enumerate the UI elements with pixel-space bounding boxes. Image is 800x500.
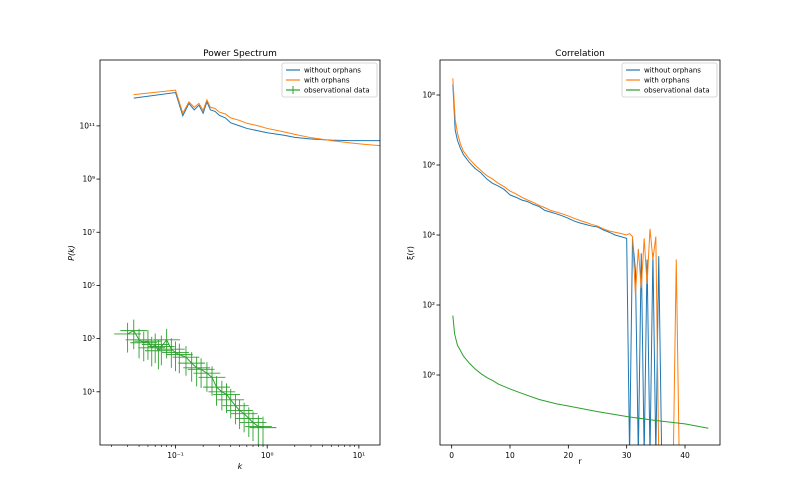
chart-title: Power Spectrum: [203, 49, 277, 59]
y-axis-label: ξ(r): [406, 246, 415, 260]
x-tick-label: 10⁰: [261, 451, 274, 460]
y-tick-label: 10²: [422, 301, 435, 310]
series-1: [133, 89, 380, 147]
series-line: [452, 84, 663, 445]
series-0: [133, 91, 380, 142]
series-1: [452, 78, 680, 445]
x-tick-label: 10: [505, 451, 515, 460]
power-spectrum-chart: Power Spectrum k P(k) 10⁻¹ 10⁰ 10¹ 10¹ 10³ 10…: [67, 49, 381, 471]
y-tick-label: 10⁷: [82, 228, 95, 237]
chart-title: Correlation: [555, 49, 605, 59]
plot-area: [114, 89, 380, 445]
series-line: [452, 315, 709, 429]
y-tick-label: 10¹: [82, 387, 95, 396]
y-tick-label: 10⁴: [422, 231, 435, 240]
legend-label: observational data: [304, 87, 370, 95]
series-line: [133, 91, 380, 142]
legend-label: with orphans: [304, 77, 350, 85]
axes-frame: [439, 59, 721, 446]
y-tick-label: 10⁹: [82, 175, 95, 184]
x-tick-label: 30: [622, 451, 632, 460]
series-line: [452, 78, 680, 445]
series-2: [114, 319, 277, 445]
y-tick-label: 10⁰: [422, 371, 435, 380]
series-line: [127, 329, 264, 429]
y-tick-label: 10⁸: [422, 91, 435, 100]
series-line: [133, 89, 380, 147]
legend-label: without orphans: [304, 67, 361, 75]
x-axis-label: k: [238, 462, 243, 471]
x-tick-label: 0: [449, 451, 454, 460]
plot-area: [452, 78, 709, 445]
legend-frame: [621, 62, 718, 98]
x-axis-label: r: [578, 457, 582, 466]
x-tick-label: 10¹: [353, 451, 366, 460]
y-tick-label: 10⁶: [422, 161, 435, 170]
series-0: [452, 84, 663, 445]
legend: without orphans with orphans observational…: [281, 62, 378, 98]
x-tick-label: 40: [680, 451, 690, 460]
legend: without orphans with orphans observational…: [621, 62, 718, 98]
y-tick-label: 10¹¹: [79, 121, 95, 130]
legend-label: without orphans: [644, 67, 701, 75]
x-tick-label: 20: [564, 451, 574, 460]
y-axis-label: P(k): [67, 245, 76, 261]
legend-label: observational data: [644, 87, 710, 95]
y-tick-label: 10⁵: [82, 281, 95, 290]
y-tick-label: 10³: [82, 334, 95, 343]
series-2: [452, 315, 709, 429]
legend-frame: [281, 62, 378, 98]
legend-label: with orphans: [644, 77, 690, 85]
x-tick-label: 10⁻¹: [167, 451, 184, 460]
correlation-chart: Correlation r ξ(r) 0 10 20 30 40 10⁰ 10² 10⁴ 10⁶…: [406, 49, 721, 466]
axes-frame: [99, 59, 381, 446]
